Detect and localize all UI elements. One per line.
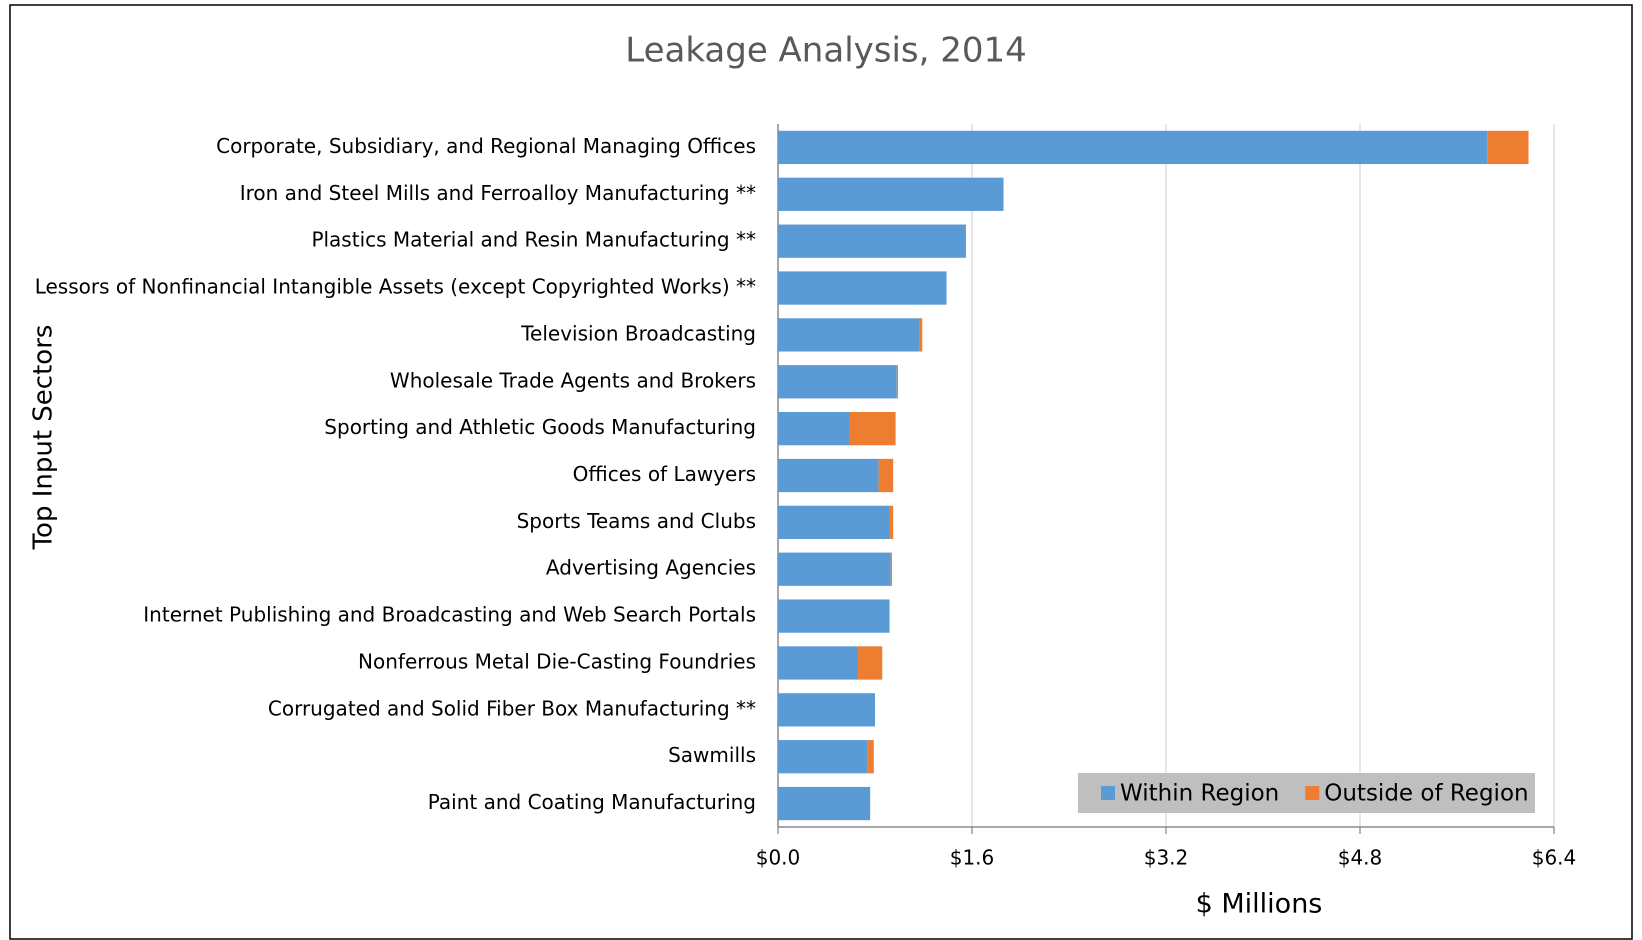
bar-segment bbox=[778, 552, 891, 586]
y-tick-label: Iron and Steel Mills and Ferroalloy Manu… bbox=[240, 181, 756, 205]
bar-segment bbox=[778, 599, 890, 633]
bar-segment bbox=[778, 318, 920, 352]
chart-border bbox=[9, 4, 1633, 940]
y-tick-label: Wholesale Trade Agents and Brokers bbox=[390, 368, 756, 392]
x-tick-label: $3.2 bbox=[1144, 846, 1189, 870]
bar-segment bbox=[889, 505, 894, 540]
y-tick-label: Nonferrous Metal Die-Casting Foundries bbox=[358, 649, 756, 673]
legend-swatch bbox=[1101, 786, 1115, 800]
y-tick-label: Sporting and Athletic Goods Manufacturin… bbox=[324, 415, 756, 439]
bar-segment bbox=[858, 646, 883, 680]
bar-segment bbox=[890, 552, 892, 586]
y-tick-label: Plastics Material and Resin Manufacturin… bbox=[311, 228, 756, 252]
bar-segment bbox=[778, 646, 859, 680]
bar-segment bbox=[778, 411, 850, 446]
chart-title: Leakage Analysis, 2014 bbox=[625, 31, 1027, 71]
bar-segment bbox=[778, 177, 1004, 211]
bar-segment bbox=[867, 740, 874, 774]
y-tick-label: Corrugated and Solid Fiber Box Manufactu… bbox=[268, 696, 756, 720]
bar-segment bbox=[778, 740, 868, 774]
bar-segment bbox=[778, 693, 875, 727]
bar-segment bbox=[896, 365, 899, 399]
x-tick-label: $1.6 bbox=[950, 846, 995, 870]
y-tick-label: Corporate, Subsidiary, and Regional Mana… bbox=[216, 134, 756, 158]
y-tick-label: Sports Teams and Clubs bbox=[517, 509, 756, 533]
y-tick-label: Paint and Coating Manufacturing bbox=[428, 790, 756, 814]
bar-segment bbox=[778, 365, 897, 399]
y-tick-label: Advertising Agencies bbox=[546, 556, 756, 580]
legend-label: Outside of Region bbox=[1324, 781, 1528, 807]
bar-segment bbox=[778, 786, 871, 821]
y-axis-title: Top Input Sectors bbox=[29, 325, 59, 551]
bar-segment bbox=[778, 130, 1488, 165]
legend-swatch bbox=[1305, 786, 1320, 800]
y-tick-label: Sawmills bbox=[668, 743, 756, 767]
x-axis-title: $ Millions bbox=[1196, 889, 1323, 920]
bar-segment bbox=[778, 271, 947, 305]
bar-segment bbox=[878, 458, 894, 493]
bar-segment bbox=[849, 411, 896, 446]
bar-segment bbox=[778, 505, 890, 540]
y-tick-label: Offices of Lawyers bbox=[573, 462, 756, 486]
bar-segment bbox=[919, 318, 923, 352]
x-tick-label: $4.8 bbox=[1338, 846, 1383, 870]
x-tick-label: $0.0 bbox=[756, 846, 801, 870]
y-tick-label: Lessors of Nonfinancial Intangible Asset… bbox=[35, 275, 756, 299]
legend-label: Within Region bbox=[1120, 781, 1279, 807]
y-tick-label: Television Broadcasting bbox=[520, 321, 756, 345]
bar-segment bbox=[778, 224, 966, 258]
bar-segment bbox=[1487, 130, 1529, 165]
y-tick-label: Internet Publishing and Broadcasting and… bbox=[143, 603, 756, 627]
x-tick-label: $6.4 bbox=[1532, 846, 1577, 870]
bar-segment bbox=[778, 458, 879, 493]
